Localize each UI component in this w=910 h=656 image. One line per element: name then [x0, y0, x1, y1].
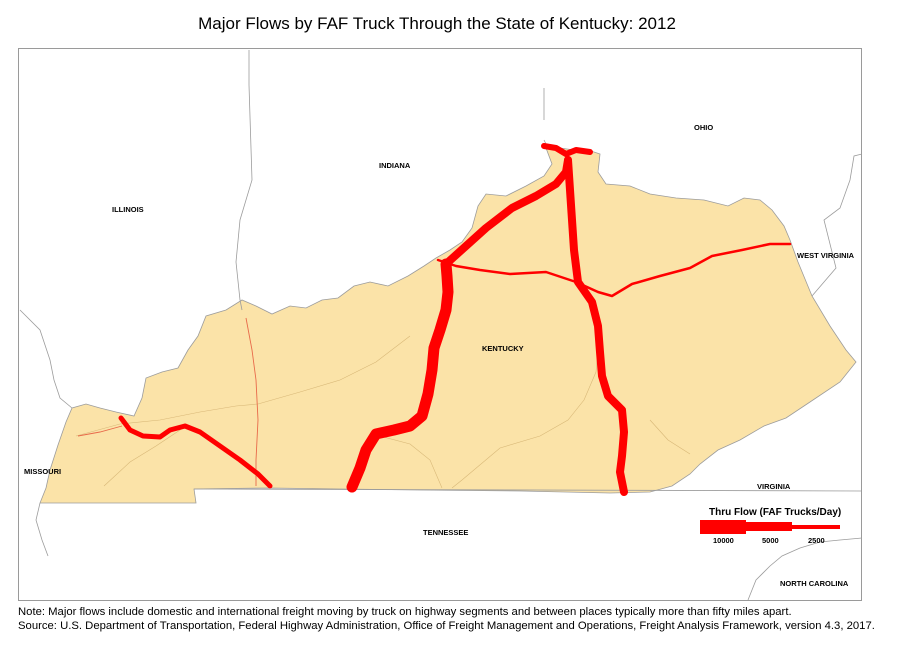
- flow-cincinnati-hub: [541, 143, 593, 157]
- legend-value-5000: 5000: [762, 536, 779, 545]
- label-tennessee: TENNESSEE: [423, 528, 468, 537]
- minor-routes: [75, 317, 691, 489]
- footnote-source: Source: U.S. Department of Transportatio…: [18, 620, 875, 632]
- flow-i24: [118, 415, 273, 489]
- label-north-carolina: NORTH CAROLINA: [780, 579, 849, 588]
- label-west-virginia: WEST VIRGINIA: [797, 251, 855, 260]
- footnote-note: Note: Major flows include domestic and i…: [18, 606, 792, 618]
- map-title: Major Flows by FAF Truck Through the Sta…: [198, 14, 676, 33]
- flow-i75: [564, 156, 628, 496]
- legend-title: Thru Flow (FAF Trucks/Day): [709, 507, 842, 518]
- flow-i71: [442, 156, 572, 268]
- label-kentucky: KENTUCKY: [482, 344, 524, 353]
- kentucky-state-shape: [39, 147, 857, 504]
- state-boundaries: [19, 50, 863, 601]
- freight-flows: [118, 143, 792, 496]
- label-virginia: VIRGINIA: [757, 482, 791, 491]
- label-illinois: ILLINOIS: [112, 205, 144, 214]
- flow-i64: [436, 242, 792, 298]
- label-missouri: MISSOURI: [24, 467, 61, 476]
- legend-bars: [700, 520, 840, 534]
- legend-value-2500: 2500: [808, 536, 825, 545]
- label-ohio: OHIO: [694, 123, 713, 132]
- flow-i65: [346, 258, 454, 493]
- legend-value-10000: 10000: [713, 536, 734, 545]
- label-indiana: INDIANA: [379, 161, 411, 170]
